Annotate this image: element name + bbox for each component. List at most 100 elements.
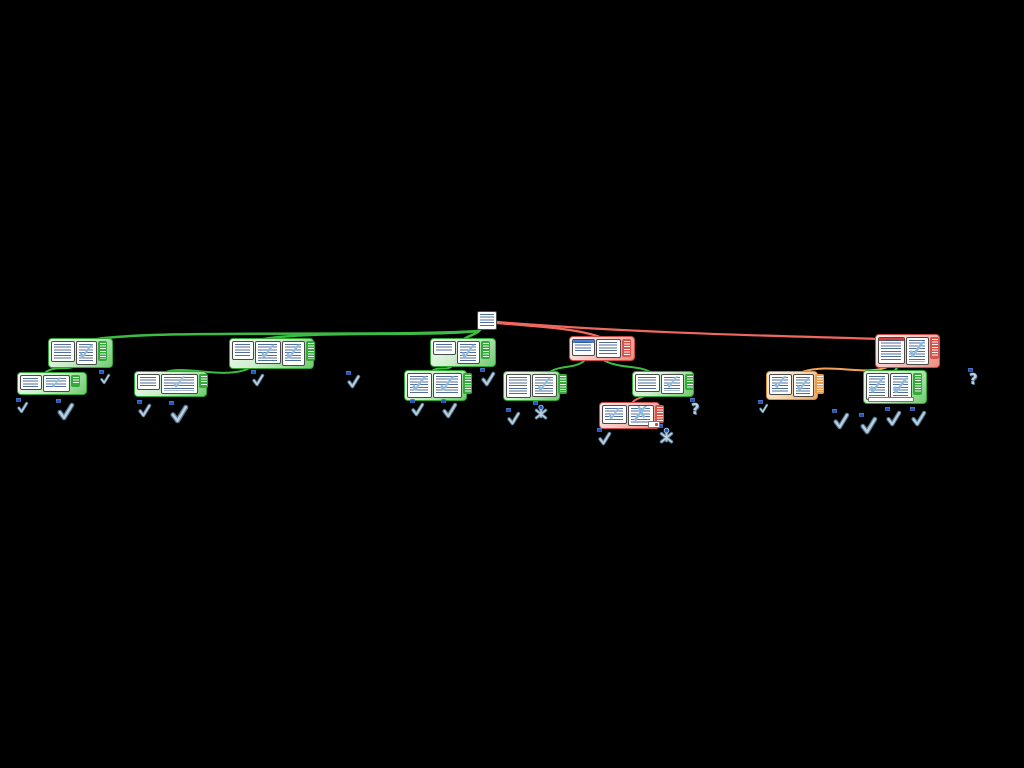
code-text-lines [258, 344, 277, 361]
tree-node-group-B2[interactable]: ✓ [134, 371, 208, 397]
check-glyph [57, 402, 75, 421]
group-label-tab [685, 374, 694, 390]
code-card[interactable]: ✓ [906, 337, 929, 365]
group-label-tab [913, 373, 922, 395]
leaf-badge [832, 408, 837, 413]
code-card[interactable]: ✓ [769, 374, 792, 395]
crash-icon[interactable] [533, 400, 548, 420]
code-card[interactable] [20, 375, 42, 390]
question-glyph: ? [691, 400, 700, 418]
code-card[interactable]: ✓ [602, 405, 627, 424]
code-text-lines [164, 377, 194, 391]
leaf-badge [533, 400, 538, 405]
tree-node-group-D[interactable] [569, 336, 635, 361]
code-card[interactable]: ✓ [866, 373, 889, 400]
code-card[interactable] [596, 339, 621, 358]
code-card[interactable]: ✓ [282, 341, 305, 366]
check-icon[interactable] [910, 406, 927, 427]
check-icon[interactable] [251, 369, 265, 387]
check-icon[interactable] [597, 427, 612, 446]
check-icon[interactable] [441, 398, 458, 419]
code-text-lines [869, 376, 885, 397]
tree-node-group-C[interactable]: ✓ [430, 338, 496, 367]
tree-edge [549, 360, 585, 373]
check-glyph [886, 410, 902, 427]
tree-node-group-D2[interactable]: ✓ [632, 371, 694, 397]
leaf-badge [597, 427, 602, 432]
tree-node-group-B[interactable]: ✓ ✓ [229, 338, 315, 369]
leaf-badge [441, 398, 446, 403]
tree-node-group-A2[interactable]: ✓ [17, 372, 87, 395]
code-text-lines [480, 314, 494, 327]
code-card[interactable] [137, 374, 160, 390]
check-glyph [411, 402, 425, 417]
code-text-lines [605, 408, 623, 421]
group-label-tab [199, 374, 208, 388]
check-icon[interactable] [885, 406, 902, 427]
code-card[interactable]: ✓ [661, 374, 684, 394]
check-glyph [347, 374, 361, 389]
code-card[interactable] [506, 374, 531, 398]
question-icon[interactable]: ? [968, 367, 978, 387]
check-glyph [252, 373, 265, 387]
check-glyph [138, 403, 152, 418]
code-card[interactable] [878, 337, 905, 364]
code-card[interactable] [51, 341, 75, 362]
tree-node-group-C2[interactable]: ✓ ✓ [404, 370, 472, 401]
check-icon[interactable] [859, 412, 878, 435]
code-text-lines [575, 342, 591, 353]
leaf-badge [16, 397, 21, 402]
tree-node-group-A[interactable]: ✓ [48, 338, 113, 368]
code-text-lines [796, 377, 810, 394]
leaf-badge [169, 400, 174, 405]
mini-card-marker [655, 423, 658, 426]
code-card[interactable] [635, 374, 660, 392]
check-icon[interactable] [137, 399, 152, 418]
check-icon[interactable] [56, 398, 75, 421]
leaf-badge [885, 406, 890, 411]
code-text-lines [410, 376, 428, 395]
code-text-lines [664, 377, 680, 391]
leaf-badge [506, 407, 511, 412]
question-icon[interactable]: ? [690, 397, 700, 418]
code-card[interactable]: ✓ [255, 341, 281, 364]
check-glyph [100, 373, 111, 385]
group-label-tab [930, 337, 939, 359]
check-icon[interactable] [16, 397, 29, 414]
check-icon[interactable] [410, 398, 425, 417]
tree-node-group-E1[interactable]: ✓ ✓ [766, 371, 824, 400]
crash-glyph [659, 427, 674, 444]
code-card[interactable]: ✓ [457, 341, 480, 364]
code-card[interactable] [572, 339, 595, 356]
code-card[interactable] [433, 341, 456, 355]
code-text-lines [909, 340, 925, 362]
code-card[interactable]: ✓ [76, 341, 97, 365]
check-icon[interactable] [99, 369, 111, 385]
check-icon[interactable] [832, 408, 850, 430]
crash-icon[interactable] [658, 423, 674, 444]
code-card[interactable]: ✓ [161, 374, 198, 394]
leaf-badge [910, 406, 915, 411]
group-label-tab [98, 341, 107, 361]
code-text-lines [599, 342, 617, 355]
check-glyph [833, 412, 850, 430]
code-card[interactable]: ✓ [43, 375, 70, 392]
tree-node-group-D1[interactable]: ✓ [503, 371, 567, 401]
check-icon[interactable] [169, 400, 189, 424]
code-card[interactable]: ✓ [793, 374, 814, 397]
root-node-card[interactable] [477, 311, 497, 330]
code-card[interactable] [232, 341, 254, 360]
check-icon[interactable] [346, 370, 361, 389]
leaf-badge [137, 399, 142, 404]
code-card[interactable]: ✓ [433, 373, 462, 398]
check-icon[interactable] [506, 407, 521, 426]
group-label-tab [815, 374, 824, 394]
code-card[interactable]: ✓ [532, 374, 557, 397]
check-icon[interactable] [758, 399, 769, 414]
code-card[interactable]: ✓ [407, 373, 432, 398]
tree-node-group-E[interactable]: ✓ [875, 334, 940, 368]
check-glyph [170, 404, 189, 424]
check-icon[interactable] [480, 367, 496, 387]
tree-edge [495, 320, 882, 341]
code-text-lines [23, 378, 38, 387]
